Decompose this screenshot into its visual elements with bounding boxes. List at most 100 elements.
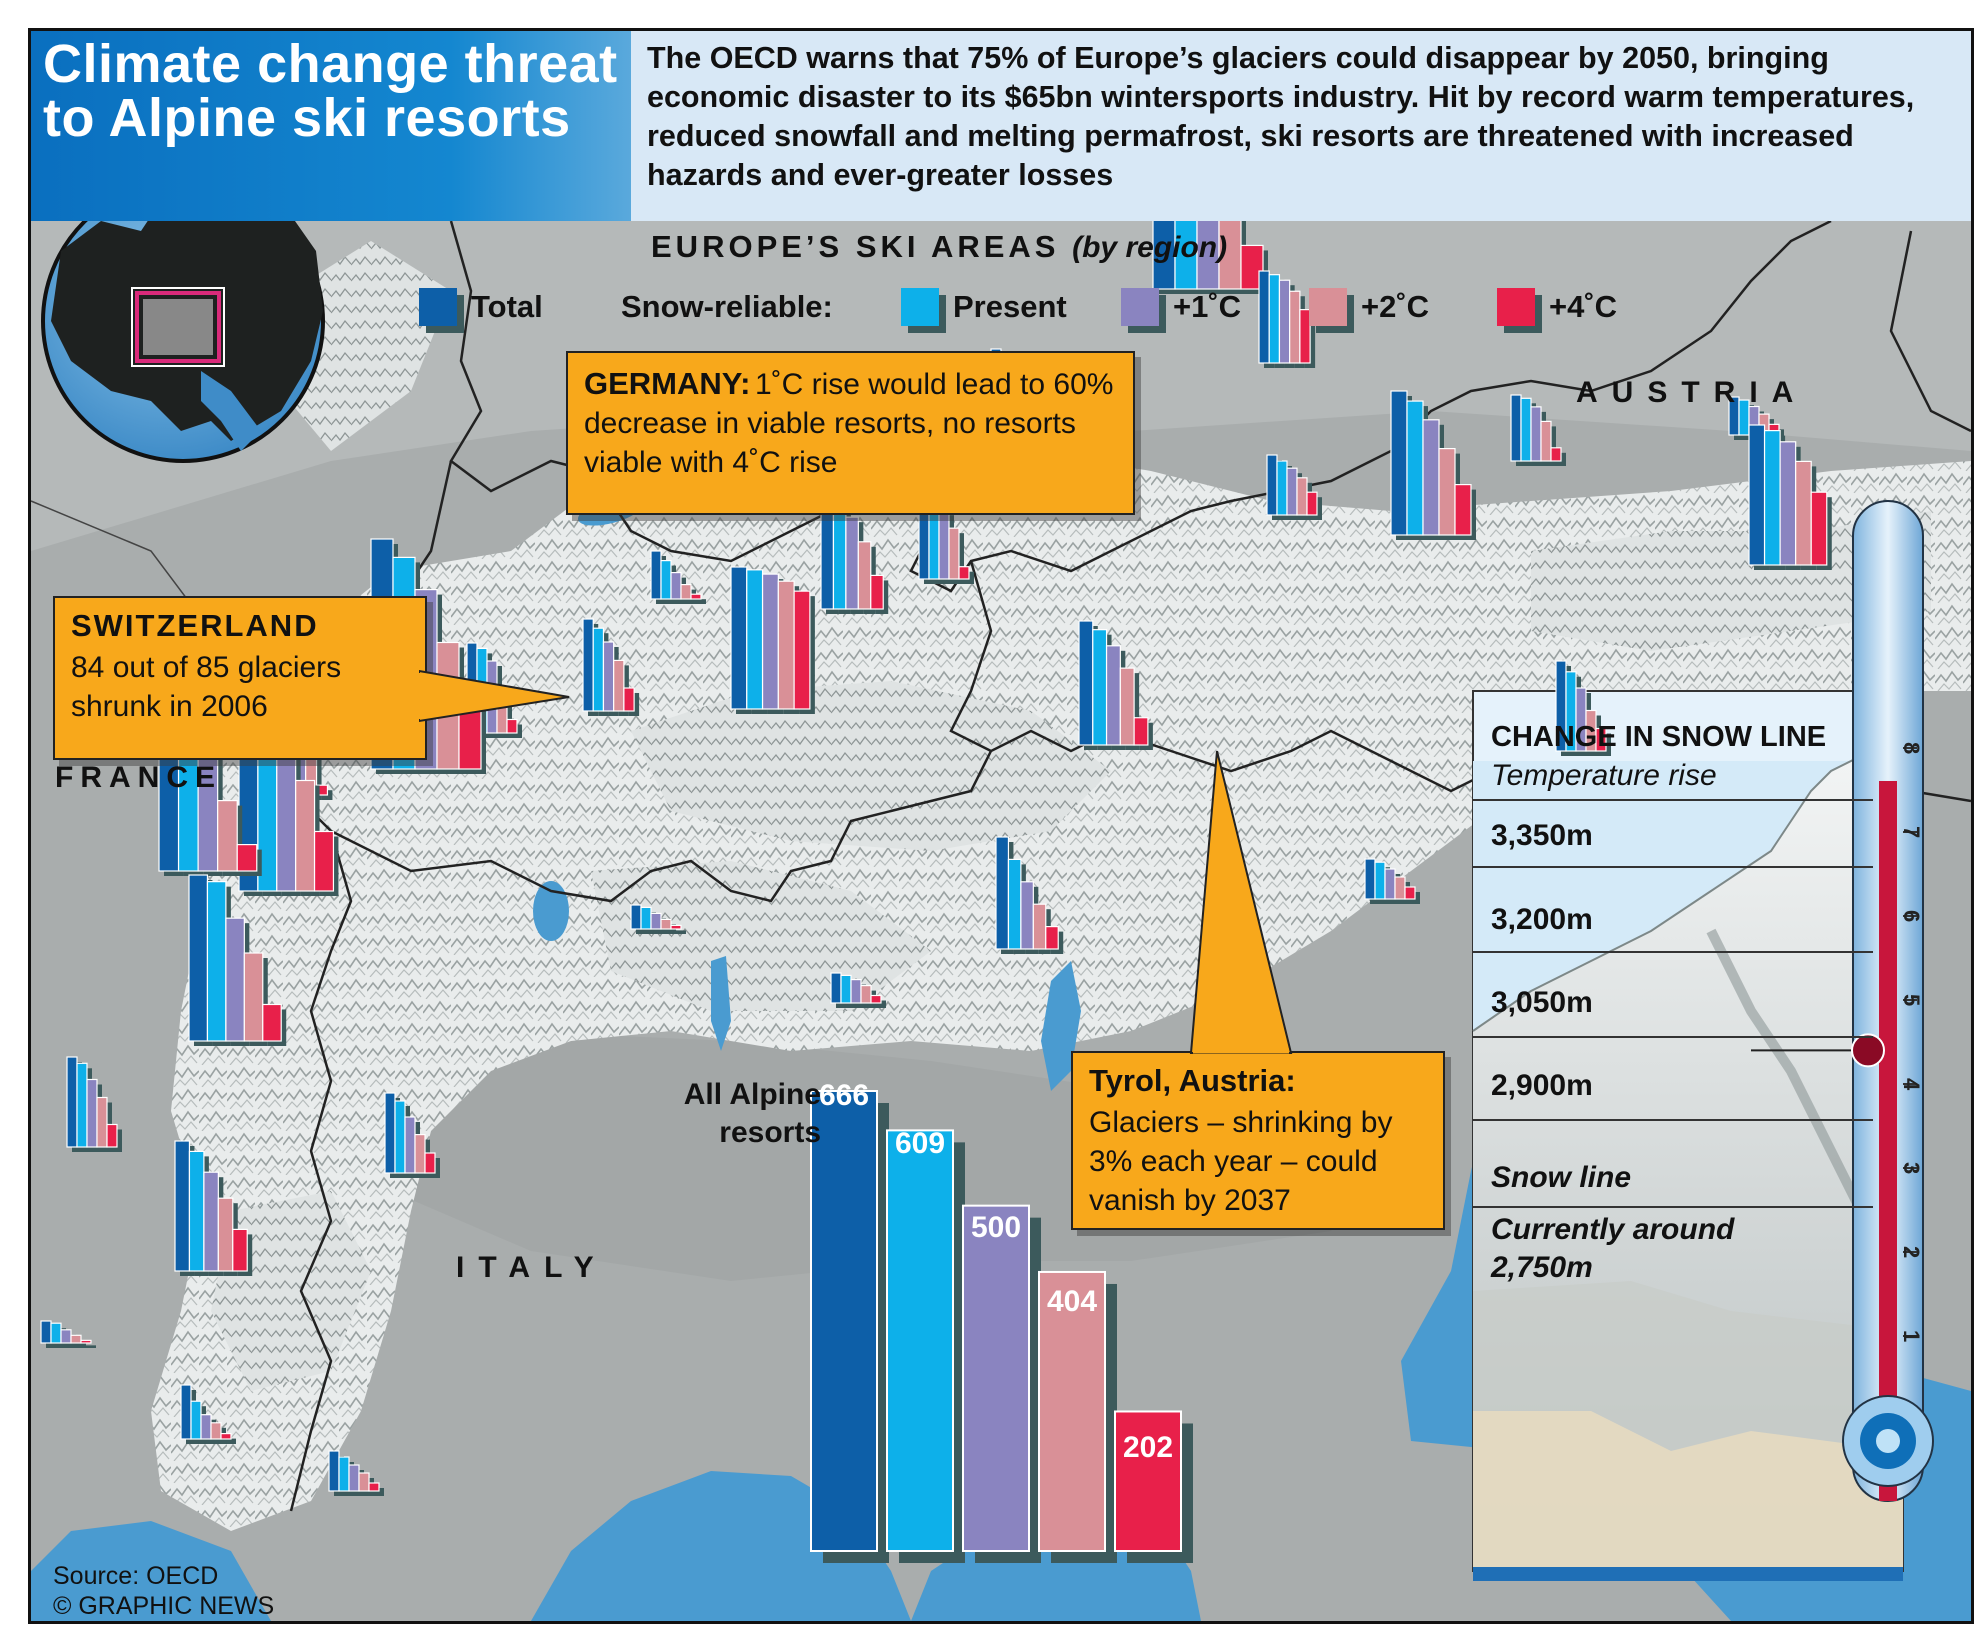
legend-heading-note: (by region) <box>1072 231 1228 264</box>
region-bar-total <box>1390 390 1408 536</box>
region-bar-group-22 <box>174 1140 253 1276</box>
region-bar-plus2 <box>1438 448 1456 536</box>
region-bar-total <box>40 1320 52 1344</box>
region-bar-plus4 <box>1404 886 1416 900</box>
region-bar-group-25 <box>830 972 886 1008</box>
region-bar-total <box>730 566 748 710</box>
region-bar-present <box>1763 430 1781 566</box>
legend-heading: EUROPE’S SKI AREAS (by region) <box>651 229 1227 265</box>
region-bar-plus2 <box>295 779 316 892</box>
region-bar-plus2 <box>777 580 795 710</box>
region-bar-plus4 <box>232 1228 248 1272</box>
thermometer-tick-label: 4 <box>1899 1078 1924 1091</box>
main-chart-title: All Alpine resorts <box>683 1078 821 1149</box>
thermometer-tick-label: 2 <box>1899 1246 1924 1258</box>
region-bar-plus4 <box>870 994 882 1004</box>
region-bar-group-20 <box>188 874 287 1046</box>
region-bar-total <box>328 1450 340 1492</box>
snow-line-panel <box>1472 690 1908 1581</box>
region-bar-shadow <box>76 1340 86 1348</box>
main-bar-plus1 <box>962 1204 1030 1552</box>
locator-globe <box>41 179 325 463</box>
region-bar-total <box>1258 270 1270 364</box>
region-bar-total <box>830 972 842 1004</box>
region-bar-shadow <box>676 930 686 934</box>
region-bar-group-11 <box>730 566 815 714</box>
region-bar-plus1 <box>1384 868 1396 900</box>
snow-line-current-value: 2,750m <box>1491 1251 1593 1284</box>
region-bar-present <box>1520 397 1532 462</box>
region-bar-plus1 <box>1779 441 1797 566</box>
globe-highlight-box <box>135 291 221 363</box>
thermometer-tick-label: 5 <box>1899 994 1924 1006</box>
region-bar-plus2 <box>358 1472 370 1492</box>
region-bar-plus1 <box>200 1414 212 1440</box>
eastern-border <box>1889 230 1971 433</box>
region-bar-plus4 <box>1810 491 1828 566</box>
region-bar-plus1 <box>761 573 779 710</box>
legend-label-total: Total <box>471 289 543 324</box>
country-label-austria: AUSTRIA <box>1576 376 1808 409</box>
region-bar-present <box>592 627 605 712</box>
region-bar-plus1 <box>60 1329 72 1344</box>
snow-line-label: Snow line <box>1491 1161 1632 1194</box>
region-bar-group-24 <box>630 904 686 934</box>
globe-sea-inlet <box>201 371 261 451</box>
region-bar-total <box>995 836 1010 950</box>
region-bar-present <box>1007 858 1022 950</box>
region-bar-group-19 <box>66 1056 122 1152</box>
region-bar-plus2 <box>613 659 625 712</box>
region-bar-plus2 <box>1394 876 1406 900</box>
region-bar-plus4 <box>1045 925 1059 950</box>
snow-line-text: CHANGE IN SNOW LINE Temperature rise 3,3… <box>1473 691 1903 1571</box>
region-bar-group-29 <box>180 1384 236 1444</box>
region-bar-plus1 <box>850 978 862 1004</box>
region-bar-total <box>180 1384 192 1440</box>
snow-line-divider-1 <box>1473 799 1873 801</box>
region-bar-group-9 <box>820 496 889 614</box>
legend-label-plus1: +1˚C <box>1173 289 1242 324</box>
thermometer-tick-label: 6 <box>1899 910 1924 922</box>
region-bar-plus1 <box>1530 406 1542 462</box>
callout-germany-body: 1˚C rise would lead to 60% decrease in v… <box>584 368 1114 479</box>
region-bar-plus1 <box>203 1171 219 1272</box>
region-bar-plus4 <box>236 843 258 872</box>
snow-line-divider-6 <box>1473 1206 1873 1208</box>
region-bar-plus1 <box>650 912 662 930</box>
main-bar-total <box>810 1090 878 1552</box>
region-bar-present <box>338 1456 350 1492</box>
region-bar-plus2 <box>1296 477 1308 516</box>
main-bar-present <box>886 1129 954 1553</box>
region-bar-plus2 <box>1795 460 1812 566</box>
region-bar-total <box>1266 454 1278 516</box>
header-intro-block: The OECD warns that 75% of Europe’s glac… <box>631 31 1971 221</box>
region-bar-plus4 <box>506 718 518 734</box>
snow-line-current-label: Currently around <box>1491 1213 1735 1246</box>
callout-tyrol-title: Tyrol, Austria: <box>1089 1063 1296 1098</box>
thermometer-ticks: 1 2 3 4 5 6 7 8 <box>1899 742 1924 1342</box>
region-bar-plus4 <box>1133 717 1149 746</box>
region-bar-plus4 <box>106 1123 118 1148</box>
region-bar-total <box>650 550 662 600</box>
region-bar-plus4 <box>313 830 335 892</box>
snow-line-base-slope <box>1473 1411 1903 1571</box>
region-bar-plus2 <box>70 1334 82 1344</box>
region-bar-plus2 <box>860 984 872 1004</box>
thermometer-tick-label: 8 <box>1899 742 1924 754</box>
region-bar-present <box>188 1150 205 1272</box>
region-bar-present <box>1276 460 1288 516</box>
southern-ranges <box>591 861 931 1011</box>
region-bar-plus1 <box>1286 467 1298 516</box>
region-bar-shadow <box>696 599 706 604</box>
region-bar-plus4 <box>80 1339 92 1344</box>
main-bar-label-plus4: 202 <box>1122 1431 1174 1464</box>
region-bar-plus1 <box>86 1078 98 1148</box>
source-credit: Source: OECD © GRAPHIC NEWS <box>53 1561 274 1621</box>
region-bar-plus4 <box>670 924 682 930</box>
callout-germany: GERMANY: 1˚C rise would lead to 60% decr… <box>566 351 1135 515</box>
region-bar-plus4 <box>1299 309 1311 364</box>
region-bar-group-7 <box>1748 424 1832 570</box>
region-bar-shadow <box>86 1345 96 1348</box>
region-bar-group-21 <box>384 1092 440 1178</box>
region-bar-plus4 <box>1240 244 1264 290</box>
